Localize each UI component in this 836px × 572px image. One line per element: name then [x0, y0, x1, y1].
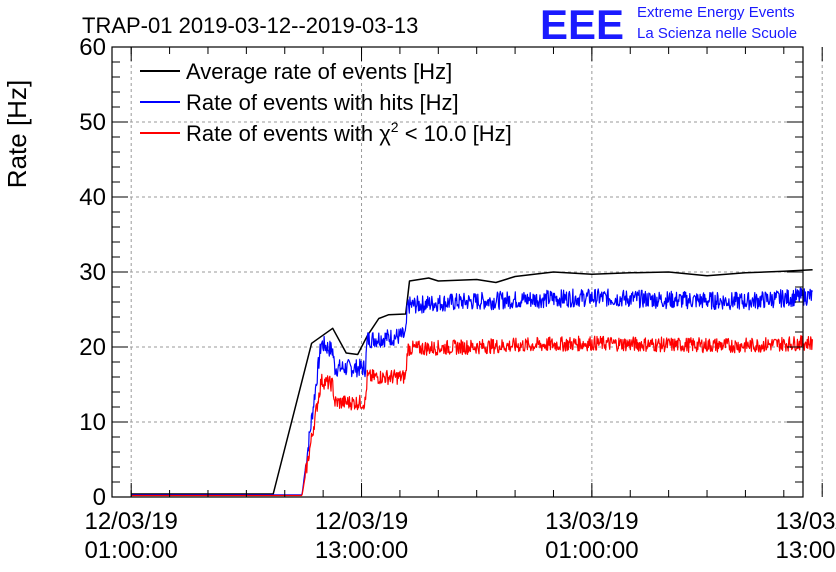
x-tick-time-3: 13:00:00: [775, 537, 836, 564]
legend-label-average: Average rate of events [Hz]: [186, 59, 452, 84]
x-tick-time-1: 13:00:00: [315, 537, 408, 564]
plot-frame: [111, 46, 804, 498]
tick-labels: 010203040506012/03/1901:00:0012/03/1913:…: [79, 34, 836, 564]
legend: Average rate of events [Hz] Rate of even…: [140, 59, 512, 146]
legend-chi2-symbol: χ: [379, 121, 391, 146]
legend-chi2-prefix: Rate of events with: [186, 121, 379, 146]
series-line-0: [131, 269, 813, 495]
series-group: [131, 269, 813, 497]
grid-lines: [112, 47, 823, 497]
y-tick-label-40: 40: [79, 184, 106, 211]
series-line-2: [131, 335, 813, 497]
eee-logo: EEE Extreme Energy Events La Scienza nel…: [540, 1, 797, 48]
chart-title: TRAP-01 2019-03-12--2019-03-13: [82, 13, 418, 38]
y-tick-label-30: 30: [79, 259, 106, 286]
legend-label-hits: Rate of events with hits [Hz]: [186, 90, 459, 115]
logo-line-2: La Scienza nelle Scuole: [637, 25, 797, 42]
y-tick-label-0: 0: [93, 484, 106, 511]
axes: [111, 46, 823, 498]
y-tick-label-60: 60: [79, 34, 106, 61]
y-tick-label-20: 20: [79, 334, 106, 361]
legend-label-chi2: Rate of events with χ2 < 10.0 [Hz]: [186, 119, 512, 146]
y-tick-label-50: 50: [79, 109, 106, 136]
x-tick-date-1: 12/03/19: [315, 508, 408, 535]
y-axis-label: Rate [Hz]: [2, 80, 32, 188]
eee-logo-mark: EEE: [540, 1, 624, 48]
x-tick-date-3: 13/03/19: [775, 508, 836, 535]
y-tick-label-10: 10: [79, 409, 106, 436]
legend-chi2-exponent: 2: [391, 119, 399, 135]
legend-chi2-suffix: < 10.0 [Hz]: [399, 121, 512, 146]
series-line-1: [131, 287, 813, 496]
logo-line-1: Extreme Energy Events: [637, 4, 795, 21]
x-tick-date-2: 13/03/19: [545, 508, 638, 535]
x-tick-time-0: 01:00:00: [84, 537, 177, 564]
x-tick-date-0: 12/03/19: [84, 508, 177, 535]
x-tick-time-2: 01:00:00: [545, 537, 638, 564]
